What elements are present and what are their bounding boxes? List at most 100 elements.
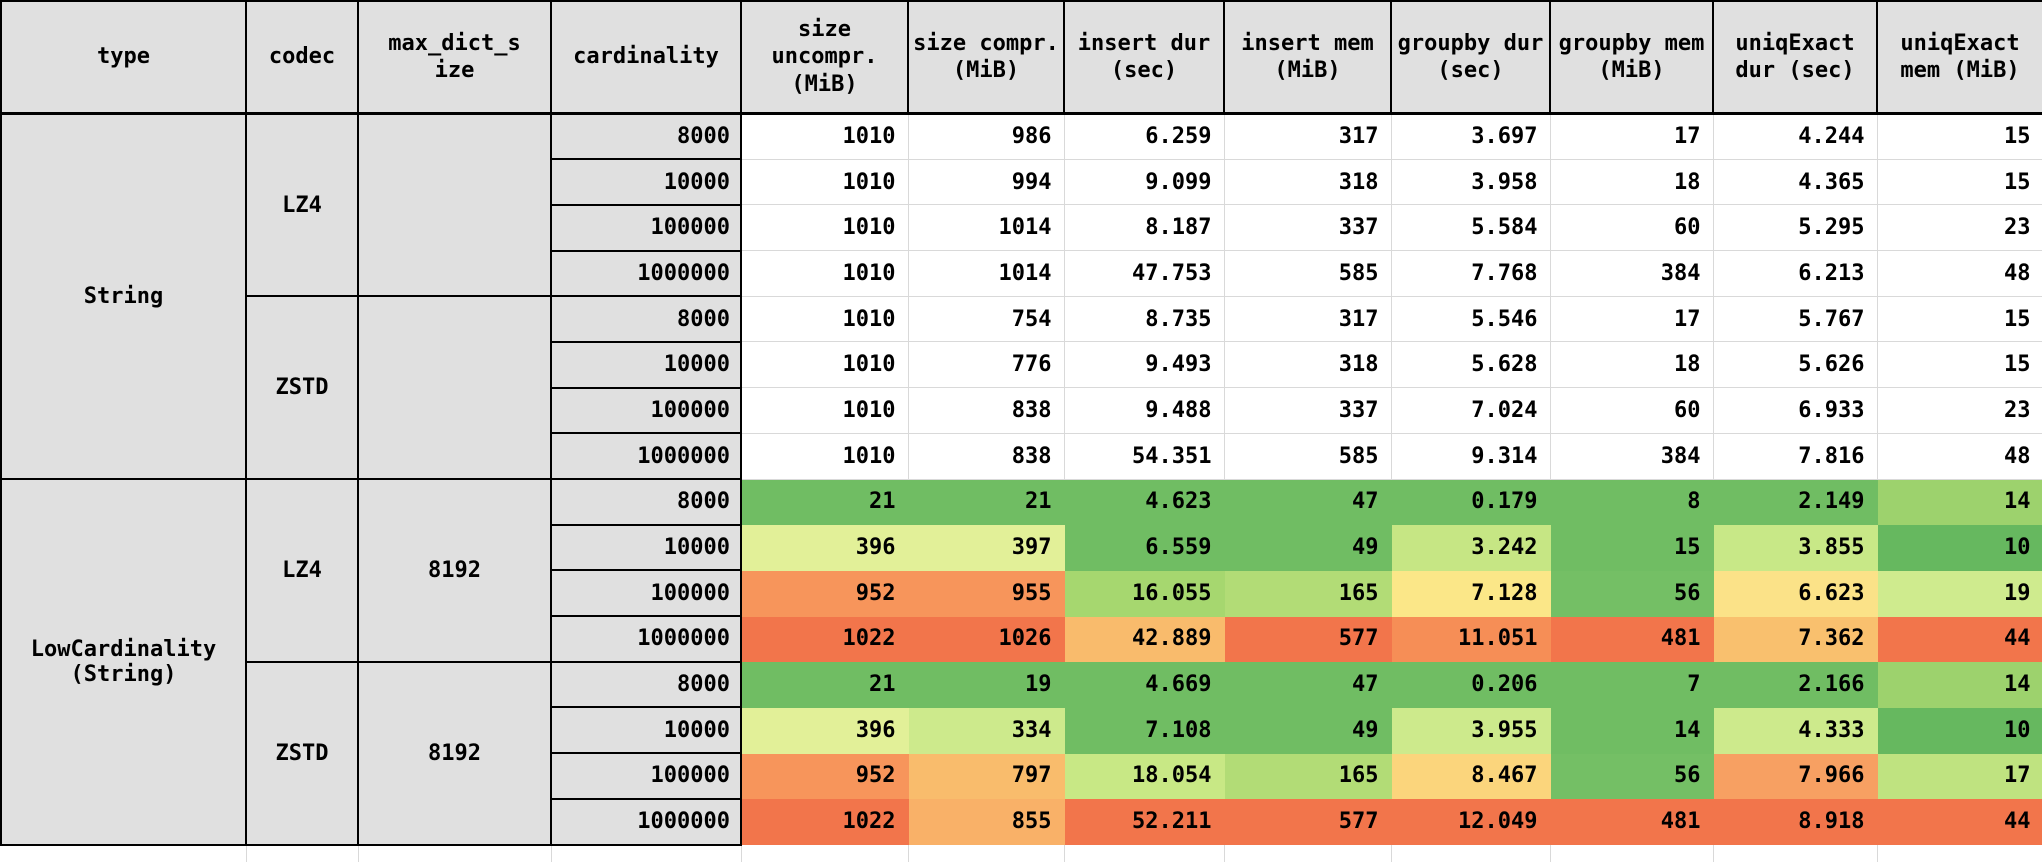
empty-cell bbox=[1713, 844, 1878, 862]
column-header-max-dict-size: max_dict_size bbox=[357, 0, 552, 115]
table-cell: 44 bbox=[1876, 615, 2042, 663]
cardinality-cell: 10000 bbox=[550, 340, 742, 389]
table-row: ZSTD 8192 8000 21 19 4.669 47 0.206 7 2.… bbox=[1, 660, 2042, 846]
table-row: 10000 1010 994 9.099 318 3.958 18 4.365 … bbox=[1, 158, 2042, 206]
type-group-label: LowCardinality (String) bbox=[30, 636, 217, 687]
max-dict-size-group: 8192 bbox=[357, 660, 552, 846]
table-cell: 0.206 bbox=[1390, 661, 1551, 708]
table-cell: 8.187 bbox=[1063, 204, 1225, 252]
cardinality-cell: 10000 bbox=[550, 158, 742, 206]
table-cell: 334 bbox=[907, 706, 1065, 754]
cardinality-cell: 10000 bbox=[550, 523, 742, 572]
table-cell: 318 bbox=[1223, 341, 1392, 389]
table-cell: 54.351 bbox=[1063, 432, 1225, 480]
cardinality-cell: 1000000 bbox=[550, 432, 742, 480]
table-cell: 4.244 bbox=[1712, 113, 1878, 160]
table-cell: 1010 bbox=[740, 295, 909, 343]
table-row bbox=[1, 844, 2042, 862]
column-header-insert-dur: insert dur (sec) bbox=[1063, 0, 1225, 115]
cardinality-cell: 100000 bbox=[550, 752, 742, 800]
table-cell: 165 bbox=[1223, 569, 1392, 617]
table-cell: 15 bbox=[1549, 524, 1714, 571]
table-cell: 56 bbox=[1549, 569, 1714, 617]
table-cell: 855 bbox=[907, 798, 1065, 845]
table-cell: 6.623 bbox=[1712, 569, 1878, 617]
empty-cell bbox=[908, 844, 1065, 862]
table-cell: 2.149 bbox=[1712, 478, 1878, 526]
table-cell: 16.055 bbox=[1063, 569, 1225, 617]
table-cell: 21 bbox=[740, 661, 909, 708]
table-cell: 21 bbox=[740, 478, 909, 526]
empty-cell bbox=[1550, 844, 1714, 862]
table-cell: 7.768 bbox=[1390, 250, 1551, 297]
table-row: LowCardinality (String) LZ4 8192 8000 21… bbox=[0, 478, 2042, 846]
empty-cell bbox=[1, 844, 247, 862]
table-cell: 15 bbox=[1876, 295, 2042, 343]
table-cell: 481 bbox=[1549, 798, 1714, 845]
table-row: 100000 952 797 18.054 165 8.467 56 7.966… bbox=[1, 752, 2042, 800]
table-cell: 1010 bbox=[740, 204, 909, 252]
table-cell: 52.211 bbox=[1063, 798, 1225, 845]
table-cell: 23 bbox=[1876, 387, 2042, 434]
column-header-uniqexact-mem: uniqExact mem (MiB) bbox=[1876, 0, 2042, 115]
table-cell: 7.966 bbox=[1712, 752, 1878, 800]
table-cell: 9.493 bbox=[1063, 341, 1225, 389]
codec-group-lz4: LZ4 bbox=[245, 112, 359, 298]
cardinality-cell: 1000000 bbox=[550, 249, 742, 298]
table-cell: 955 bbox=[907, 569, 1065, 617]
table-cell: 337 bbox=[1223, 387, 1392, 434]
table-cell: 7.816 bbox=[1712, 432, 1878, 480]
table-cell: 585 bbox=[1223, 250, 1392, 297]
table-cell: 8.918 bbox=[1712, 798, 1878, 845]
cardinality-cell: 8000 bbox=[550, 478, 742, 526]
table-cell: 952 bbox=[740, 569, 909, 617]
table-cell: 4.623 bbox=[1063, 478, 1225, 526]
table-cell: 5.546 bbox=[1390, 295, 1551, 343]
column-header-insert-mem: insert mem (MiB) bbox=[1223, 0, 1392, 115]
table-row: 1000000 1022 855 52.211 577 12.049 481 8… bbox=[1, 797, 2042, 846]
table-row: 10000 396 397 6.559 49 3.242 15 3.855 10 bbox=[1, 523, 2042, 572]
table-row: 10000 1010 776 9.493 318 5.628 18 5.626 … bbox=[1, 340, 2042, 389]
table-row: ZSTD 8000 1010 754 8.735 317 5.546 17 5.… bbox=[1, 295, 2042, 480]
table-cell: 0.179 bbox=[1390, 478, 1551, 526]
table-cell: 838 bbox=[907, 432, 1065, 480]
table-cell: 3.958 bbox=[1390, 158, 1551, 206]
table-cell: 7.128 bbox=[1390, 569, 1551, 617]
table-cell: 797 bbox=[907, 752, 1065, 800]
table-cell: 47.753 bbox=[1063, 250, 1225, 297]
table-cell: 1014 bbox=[907, 204, 1065, 252]
table-cell: 1010 bbox=[740, 250, 909, 297]
table-cell: 18 bbox=[1549, 341, 1714, 389]
max-dict-size-group: 8192 bbox=[357, 478, 552, 663]
table-cell: 60 bbox=[1549, 204, 1714, 252]
table-cell: 952 bbox=[740, 752, 909, 800]
table-row: String LZ4 8000 1010 986 6.259 317 3.697… bbox=[0, 112, 2042, 480]
table-cell: 585 bbox=[1223, 432, 1392, 480]
table-cell: 396 bbox=[740, 524, 909, 571]
table-cell: 1010 bbox=[740, 341, 909, 389]
empty-cell bbox=[741, 844, 909, 862]
column-header-uniqexact-dur: uniqExact dur (sec) bbox=[1712, 0, 1878, 115]
cardinality-cell: 8000 bbox=[550, 295, 742, 343]
table-cell: 5.295 bbox=[1712, 204, 1878, 252]
table-cell: 4.333 bbox=[1712, 706, 1878, 754]
cardinality-cell: 100000 bbox=[550, 386, 742, 435]
table-row: 1000000 1010 1014 47.753 585 7.768 384 6… bbox=[1, 249, 2042, 298]
table-cell: 1010 bbox=[740, 387, 909, 434]
table-cell: 48 bbox=[1876, 432, 2042, 480]
empty-cell bbox=[1877, 844, 2042, 862]
table-cell: 8.467 bbox=[1390, 752, 1551, 800]
table-cell: 7.108 bbox=[1063, 706, 1225, 754]
table-cell: 1022 bbox=[740, 615, 909, 663]
table-cell: 481 bbox=[1549, 615, 1714, 663]
table-cell: 1010 bbox=[740, 113, 909, 160]
codec-group-zstd: ZSTD bbox=[245, 660, 359, 846]
empty-cell bbox=[358, 844, 552, 862]
table-cell: 17 bbox=[1549, 295, 1714, 343]
table-cell: 986 bbox=[907, 113, 1065, 160]
type-group-string: String bbox=[0, 112, 247, 480]
table-cell: 1010 bbox=[740, 432, 909, 480]
table-cell: 17 bbox=[1549, 113, 1714, 160]
empty-cell bbox=[551, 844, 742, 862]
table-cell: 6.259 bbox=[1063, 113, 1225, 160]
